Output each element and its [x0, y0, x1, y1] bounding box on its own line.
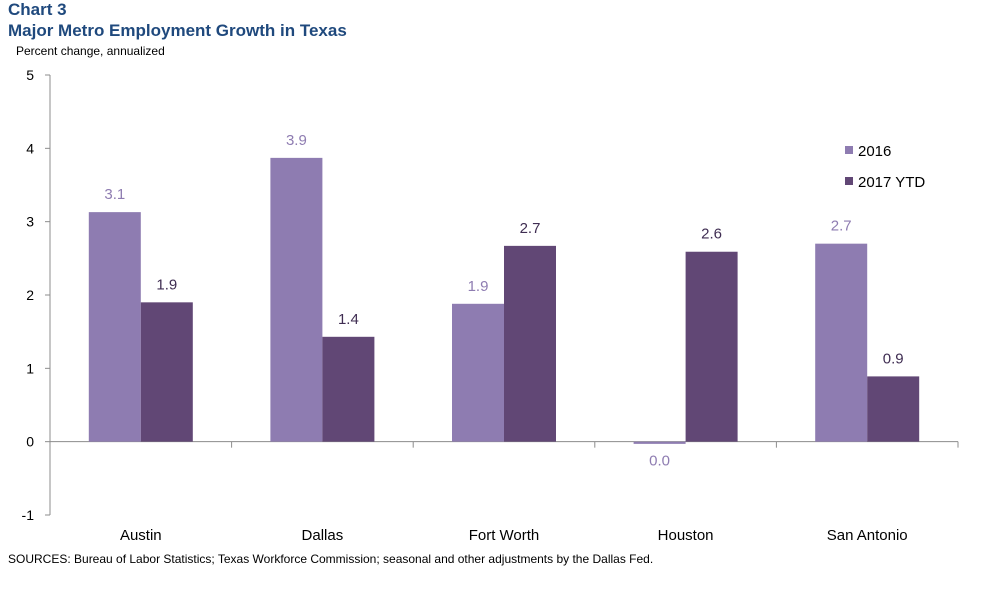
y-axis-unit-label: Percent change, annualized	[16, 44, 165, 58]
chart-bars: 3.1 3.9 1.9 0.0 2.7 1.9 1.4 2.7 2.6 0.9	[88, 132, 920, 470]
legend-swatch	[845, 177, 853, 185]
y-tick-label: 3	[26, 214, 34, 230]
chart-title: Major Metro Employment Growth in Texas	[8, 21, 347, 40]
y-tick-label: 4	[26, 140, 34, 156]
bar	[270, 157, 323, 442]
bar-chart: -1 0 1 2 3 4 5 Austin Dallas Fort Worth Houston San…	[22, 67, 959, 544]
bar	[88, 212, 141, 442]
bar	[322, 336, 375, 442]
data-label: 0.0	[649, 453, 670, 470]
y-tick-label: 1	[26, 360, 34, 376]
data-label: 3.9	[286, 132, 307, 149]
bar	[815, 243, 868, 442]
y-tick-label: 0	[26, 434, 34, 450]
source-note: SOURCES: Bureau of Labor Statistics; Tex…	[8, 552, 654, 566]
y-tick-label: 2	[26, 287, 34, 303]
data-label: 2.7	[520, 220, 541, 237]
y-tick-label: -1	[22, 507, 35, 523]
legend-swatch	[845, 146, 853, 154]
chart-axes: -1 0 1 2 3 4 5 Austin Dallas Fort Worth Houston San…	[22, 67, 959, 544]
data-label: 3.1	[104, 186, 125, 203]
data-label: 2.6	[701, 226, 722, 243]
x-tick-label: San Antonio	[827, 527, 908, 544]
bar	[867, 376, 920, 442]
legend-label: 2016	[858, 143, 891, 160]
chart-number: Chart 3	[8, 0, 67, 19]
chart-legend: 2016 2017 YTD	[845, 143, 925, 191]
bar	[452, 303, 504, 442]
x-tick-label: Houston	[658, 527, 714, 544]
bar	[685, 251, 738, 442]
legend-label: 2017 YTD	[858, 174, 925, 191]
bar	[504, 245, 556, 442]
data-label: 2.7	[831, 218, 852, 235]
x-tick-label: Dallas	[302, 527, 344, 544]
x-tick-label: Austin	[120, 527, 162, 544]
y-tick-label: 5	[26, 67, 34, 83]
bar	[633, 441, 686, 444]
data-label: 0.9	[883, 350, 904, 367]
data-label: 1.9	[156, 276, 177, 293]
data-label: 1.9	[468, 278, 489, 295]
x-tick-label: Fort Worth	[469, 527, 540, 544]
bar	[140, 302, 193, 442]
data-label: 1.4	[338, 311, 359, 328]
